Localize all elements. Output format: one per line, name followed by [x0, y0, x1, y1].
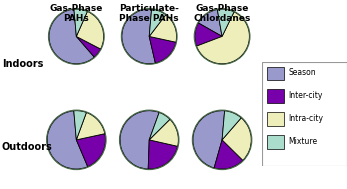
Text: Gas-Phase
Chlordanes: Gas-Phase Chlordanes	[193, 4, 251, 23]
Bar	[267, 89, 284, 103]
Wedge shape	[149, 15, 177, 42]
Wedge shape	[148, 140, 178, 169]
Wedge shape	[149, 36, 176, 63]
Wedge shape	[120, 111, 159, 169]
Wedge shape	[198, 9, 222, 36]
Text: Season: Season	[288, 68, 316, 77]
Wedge shape	[193, 111, 225, 168]
Wedge shape	[74, 9, 87, 36]
FancyBboxPatch shape	[262, 62, 347, 166]
Text: Particulate-
Phase PAHs: Particulate- Phase PAHs	[119, 4, 179, 23]
Wedge shape	[222, 118, 251, 160]
Text: Intra-city: Intra-city	[288, 114, 323, 123]
Text: Mixture: Mixture	[288, 137, 318, 146]
Bar	[267, 112, 284, 126]
Wedge shape	[214, 140, 243, 169]
Text: Outdoors: Outdoors	[2, 143, 52, 152]
Wedge shape	[76, 134, 105, 167]
Wedge shape	[149, 112, 170, 140]
Wedge shape	[74, 111, 86, 140]
Wedge shape	[122, 9, 155, 64]
Wedge shape	[149, 119, 178, 146]
Wedge shape	[76, 36, 101, 57]
Bar	[267, 135, 284, 149]
Wedge shape	[76, 12, 104, 49]
Wedge shape	[196, 12, 249, 64]
Wedge shape	[49, 9, 94, 64]
Text: Gas-Phase
PAHs: Gas-Phase PAHs	[50, 4, 103, 23]
Wedge shape	[195, 23, 222, 46]
Wedge shape	[217, 9, 234, 36]
Wedge shape	[222, 111, 241, 140]
Text: Indoors: Indoors	[2, 59, 43, 69]
Wedge shape	[149, 9, 166, 36]
Bar	[267, 67, 284, 80]
Wedge shape	[76, 112, 105, 140]
Text: Inter-city: Inter-city	[288, 91, 323, 100]
Wedge shape	[47, 111, 88, 169]
